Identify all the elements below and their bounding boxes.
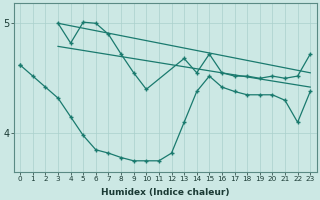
- X-axis label: Humidex (Indice chaleur): Humidex (Indice chaleur): [101, 188, 229, 197]
